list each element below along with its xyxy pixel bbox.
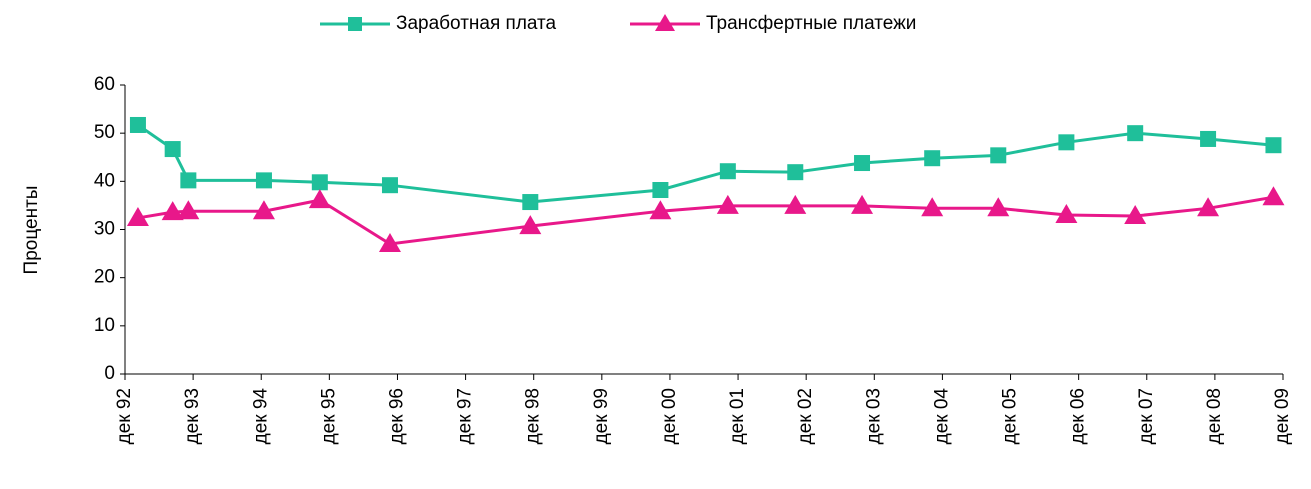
y-tick-label: 60 (94, 74, 115, 95)
marker (784, 194, 807, 214)
x-tick-label: дек 03 (863, 388, 884, 444)
marker (177, 200, 200, 220)
marker (924, 150, 941, 167)
marker (129, 116, 146, 133)
legend-label: Трансфертные платежи (706, 13, 916, 34)
marker (716, 194, 739, 214)
marker (252, 200, 275, 220)
x-tick-label: дек 96 (386, 388, 407, 444)
legend-label: Заработная плата (396, 13, 557, 34)
marker (164, 141, 181, 158)
marker (649, 200, 672, 220)
marker (921, 197, 944, 217)
x-tick-label: дек 04 (931, 388, 952, 445)
marker (854, 155, 871, 172)
legend-marker (348, 17, 362, 31)
x-tick-label: дек 08 (1204, 388, 1225, 444)
series-line (137, 123, 1274, 204)
y-tick-label: 30 (94, 219, 115, 240)
y-tick-label: 10 (94, 315, 115, 336)
y-tick-label: 0 (104, 363, 115, 384)
x-tick-label: дек 95 (318, 388, 339, 444)
marker (1197, 197, 1220, 217)
x-tick-label: дек 97 (455, 388, 476, 444)
marker (1058, 134, 1075, 151)
marker (378, 232, 401, 252)
x-tick-label: дек 07 (1136, 388, 1157, 444)
x-tick-label: дек 93 (182, 388, 203, 444)
marker (180, 172, 197, 189)
x-tick-label: дек 01 (727, 388, 748, 444)
marker (255, 172, 272, 189)
marker (519, 215, 542, 235)
x-tick-label: дек 00 (659, 388, 680, 444)
series-line (137, 195, 1274, 246)
marker (990, 147, 1007, 164)
marker (311, 174, 328, 191)
marker (1124, 205, 1147, 225)
x-tick-label: дек 94 (250, 388, 271, 445)
marker (652, 182, 669, 199)
x-tick-label: дек 99 (591, 388, 612, 444)
x-tick-label: дек 05 (1000, 388, 1021, 444)
x-tick-label: дек 06 (1068, 388, 1089, 444)
marker (308, 189, 331, 209)
marker (1055, 204, 1078, 224)
x-tick-label: дек 09 (1272, 388, 1293, 444)
marker (1265, 137, 1282, 154)
y-tick-label: 50 (94, 122, 115, 143)
marker (381, 177, 398, 194)
legend-marker (655, 14, 675, 31)
y-tick-label: 20 (94, 267, 115, 288)
marker (851, 194, 874, 214)
y-tick-label: 40 (94, 170, 115, 191)
x-tick-label: дек 92 (114, 388, 135, 444)
marker (1200, 130, 1217, 147)
y-axis-label: Проценты (21, 186, 42, 275)
marker (787, 164, 804, 181)
x-tick-label: дек 02 (795, 388, 816, 444)
marker (987, 197, 1010, 217)
marker (719, 163, 736, 180)
marker (161, 201, 184, 221)
x-tick-label: дек 98 (523, 388, 544, 444)
marker (126, 206, 149, 226)
marker (522, 194, 539, 211)
marker (1127, 125, 1144, 142)
marker (1262, 186, 1285, 206)
